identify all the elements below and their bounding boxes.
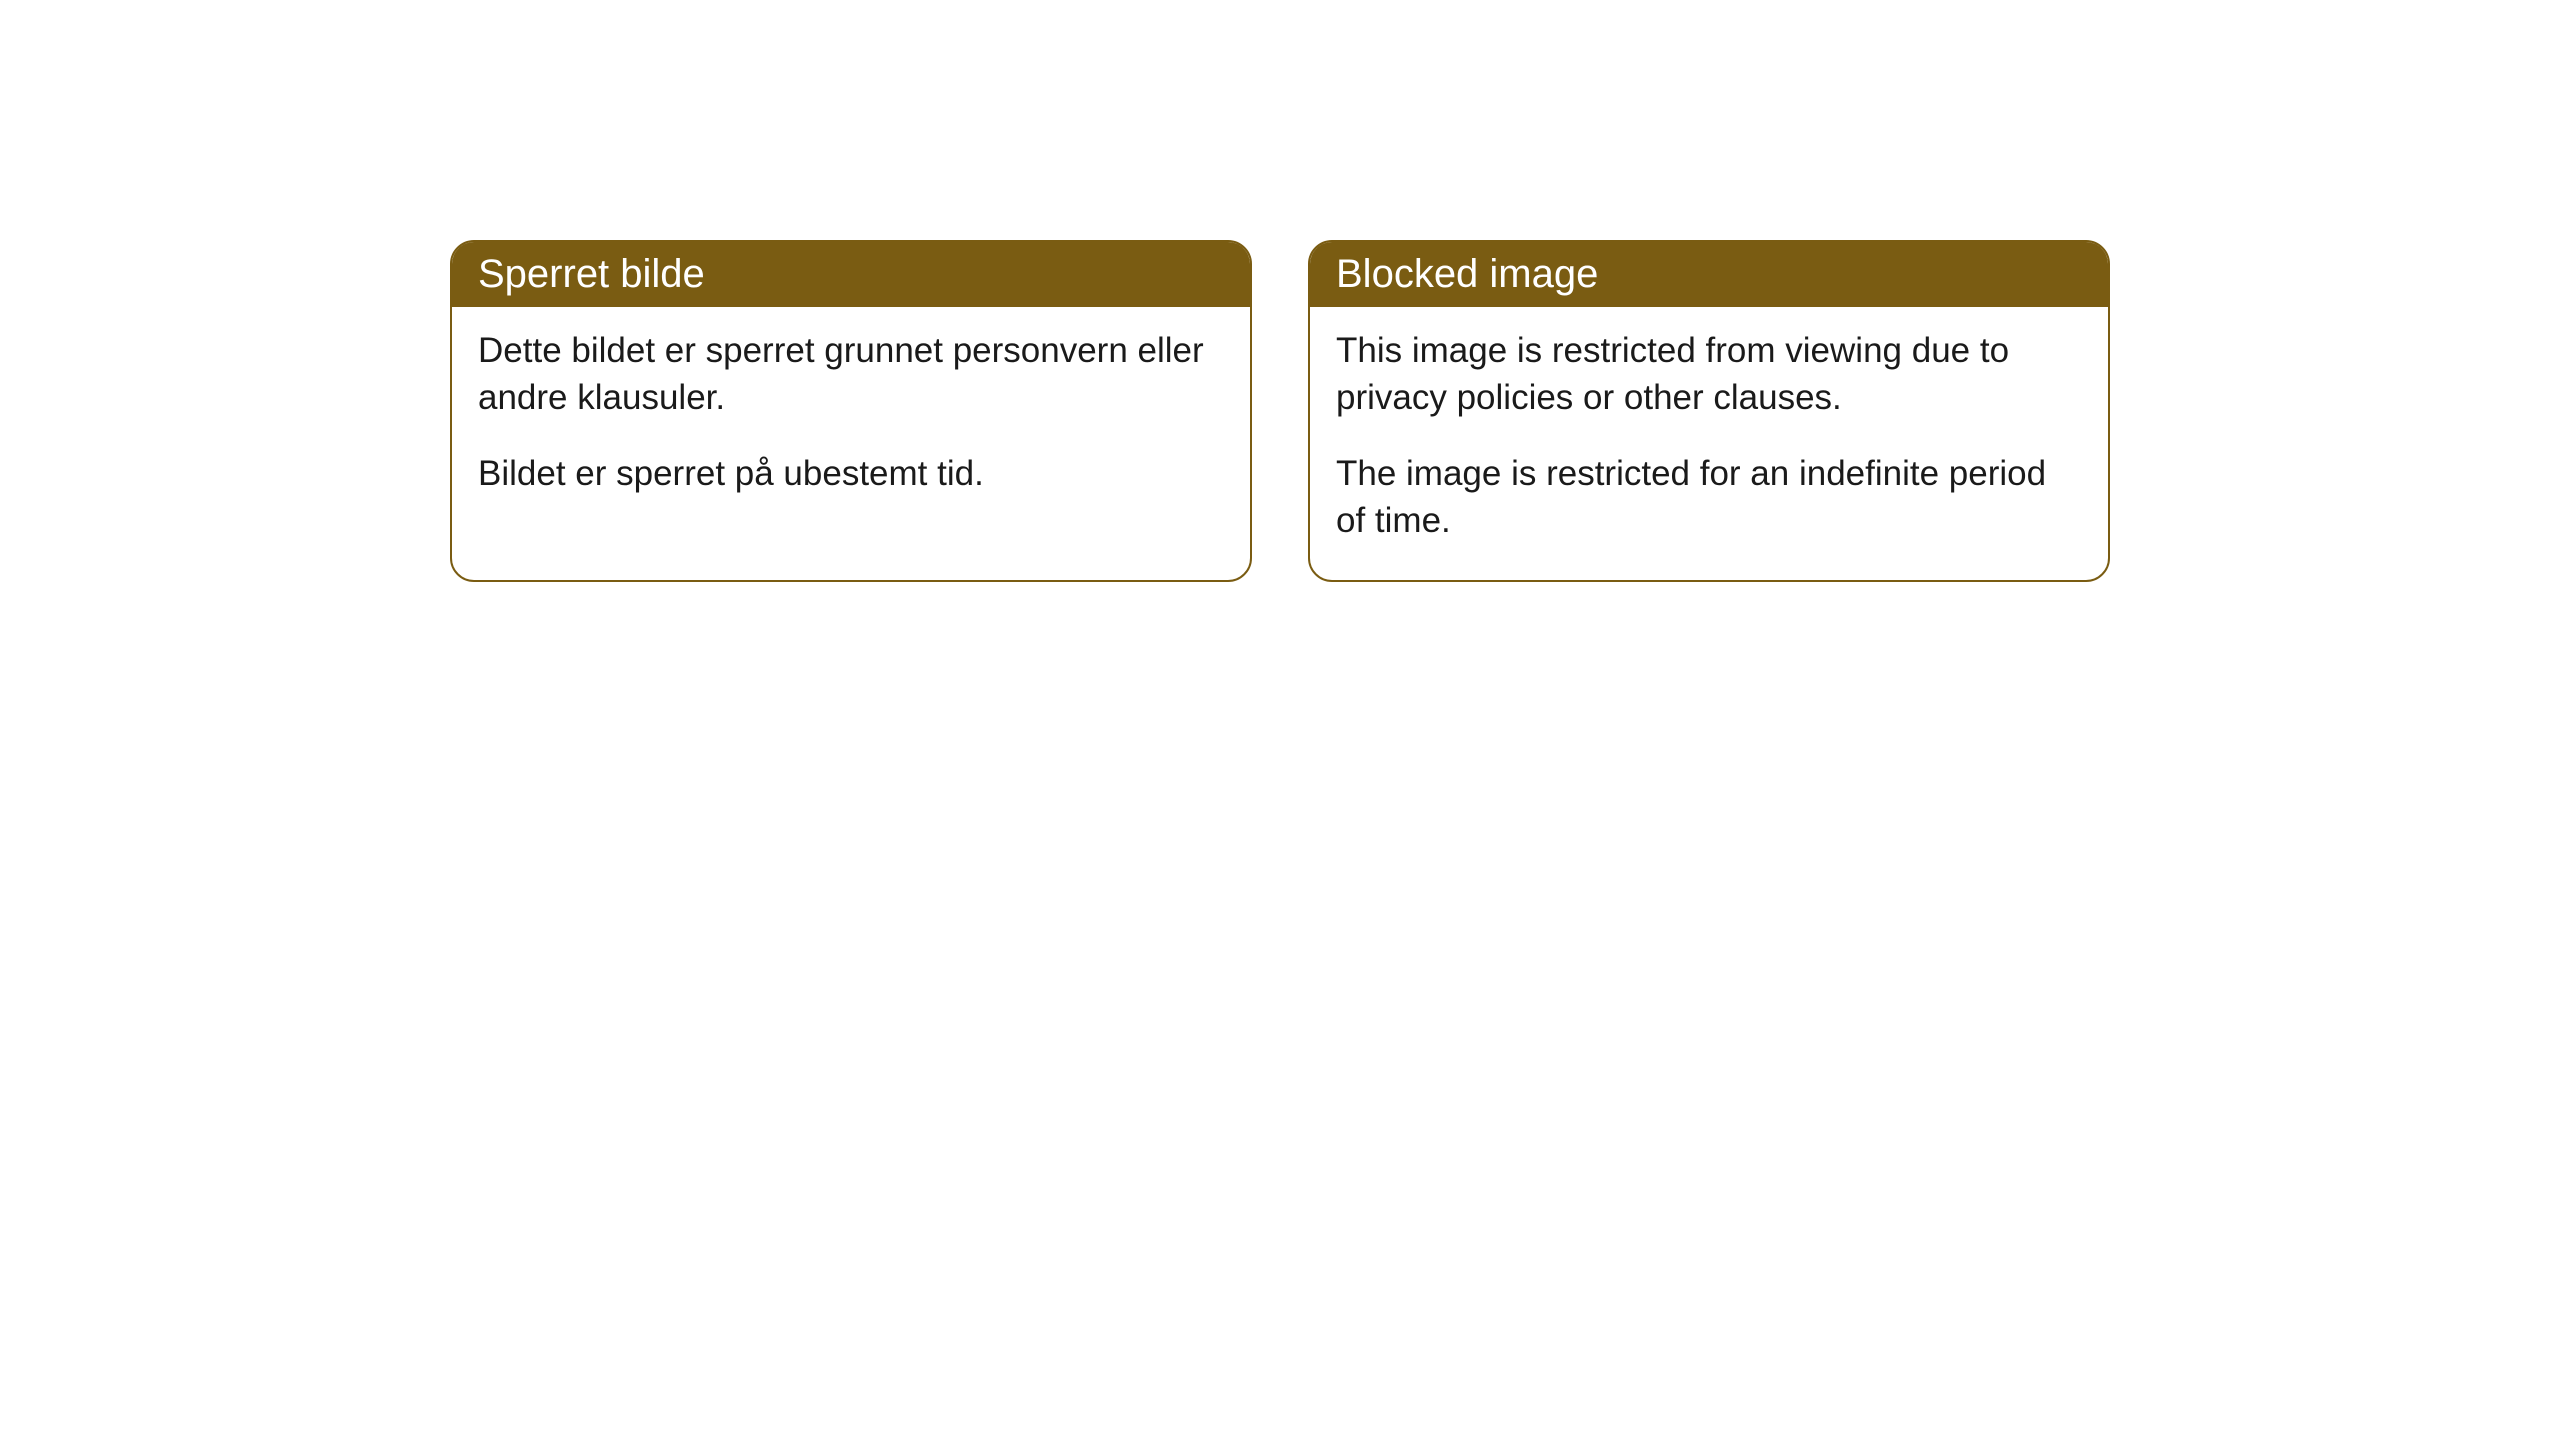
blocked-image-card-english: Blocked image This image is restricted f…: [1308, 240, 2110, 582]
card-paragraph: Dette bildet er sperret grunnet personve…: [478, 327, 1224, 422]
card-body: This image is restricted from viewing du…: [1310, 307, 2108, 580]
card-header: Sperret bilde: [452, 242, 1250, 307]
blocked-image-card-norwegian: Sperret bilde Dette bildet er sperret gr…: [450, 240, 1252, 582]
card-title: Blocked image: [1336, 252, 1598, 296]
notice-cards-container: Sperret bilde Dette bildet er sperret gr…: [450, 240, 2110, 582]
card-title: Sperret bilde: [478, 252, 705, 296]
card-paragraph: Bildet er sperret på ubestemt tid.: [478, 450, 1224, 497]
card-body: Dette bildet er sperret grunnet personve…: [452, 307, 1250, 533]
card-header: Blocked image: [1310, 242, 2108, 307]
card-paragraph: The image is restricted for an indefinit…: [1336, 450, 2082, 545]
card-paragraph: This image is restricted from viewing du…: [1336, 327, 2082, 422]
